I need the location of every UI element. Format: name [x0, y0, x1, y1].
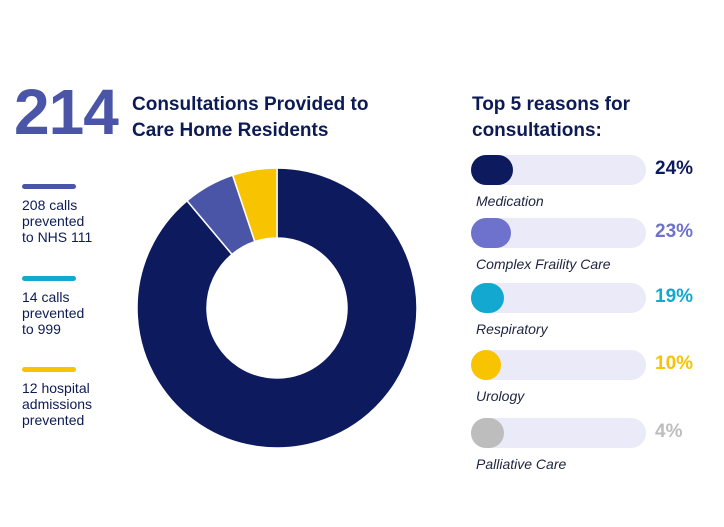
legend-label-line: to NHS 111: [22, 229, 93, 245]
legend-label-line: prevented: [22, 412, 85, 428]
legend-label-line: 208 calls: [22, 197, 78, 213]
reasons-title: Top 5 reasons for consultations:: [472, 92, 630, 144]
donut-slice-0: [136, 167, 418, 449]
legend-label-line: admissions: [22, 396, 93, 412]
legend-label-line: to 999: [22, 321, 61, 337]
reason-bar-track: [471, 283, 646, 313]
legend-label-line: prevented: [22, 305, 85, 321]
reason-bar-track: [471, 218, 646, 248]
legend-item-999: 14 calls prevented to 999: [22, 276, 132, 337]
reason-bar-fill: [471, 283, 505, 313]
legend-label: 208 calls prevented to NHS 111: [22, 197, 132, 245]
legend-swatch: [22, 276, 76, 281]
legend-label: 12 hospital admissions prevented: [22, 380, 132, 428]
reason-bar-track: [471, 155, 646, 185]
reasons-title-line-1: Top 5 reasons for: [472, 94, 631, 115]
chart-title: Consultations Provided to Care Home Resi…: [132, 92, 368, 144]
reason-bar-track: [471, 418, 646, 448]
legend-label: 14 calls prevented to 999: [22, 289, 132, 337]
reason-bar-track: [471, 350, 646, 380]
legend-item-hospital: 12 hospital admissions prevented: [22, 367, 132, 428]
reason-percent-label: 23%: [655, 221, 694, 242]
legend-label-line: 12 hospital: [22, 380, 90, 396]
chart-title-line-2: Care Home Residents: [132, 120, 329, 141]
reason-percent-label: 10%: [655, 353, 694, 374]
reason-category-label: Complex Fraility Care: [476, 256, 611, 272]
reason-bar-fill: [471, 350, 501, 380]
reason-bar-fill: [471, 218, 512, 248]
reason-category-label: Palliative Care: [476, 456, 567, 472]
reason-percent-label: 24%: [655, 158, 694, 179]
legend-swatch: [22, 184, 76, 189]
reason-category-label: Medication: [476, 193, 544, 209]
legend-label-line: prevented: [22, 213, 85, 229]
donut-slice-2: [231, 167, 278, 243]
reason-category-label: Respiratory: [476, 321, 548, 337]
reason-bar-fill: [471, 418, 505, 448]
total-consultations-number: 214: [14, 76, 119, 148]
donut-chart: [136, 167, 418, 449]
reason-percent-label: 4%: [655, 421, 683, 442]
reason-category-label: Urology: [476, 388, 525, 404]
reason-bar-fill: [471, 155, 513, 185]
reason-percent-label: 19%: [655, 286, 694, 307]
chart-title-line-1: Consultations Provided to: [132, 94, 369, 115]
legend-label-line: 14 calls: [22, 289, 70, 305]
legend-item-nhs111: 208 calls prevented to NHS 111: [22, 184, 132, 245]
reasons-title-line-2: consultations:: [472, 120, 602, 141]
legend-swatch: [22, 367, 76, 372]
